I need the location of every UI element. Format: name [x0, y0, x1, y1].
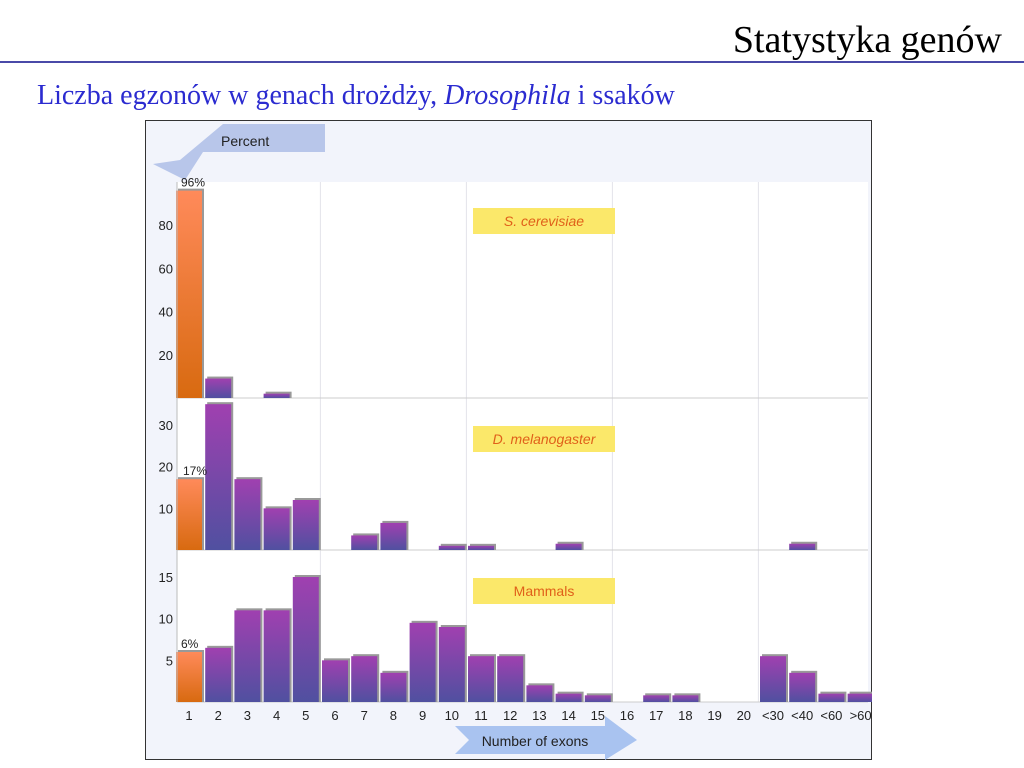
x-tick-label: 2 [215, 708, 222, 723]
species-label: Mammals [514, 583, 575, 599]
x-tick-label: 6 [331, 708, 338, 723]
bar-2-8 [380, 672, 407, 702]
bar-1-8 [380, 522, 407, 550]
x-tick-label: 19 [707, 708, 721, 723]
bar-2-9 [409, 622, 436, 702]
x-tick-label: 1 [185, 708, 192, 723]
x-tick-label: 13 [532, 708, 546, 723]
bar-2-<60 [818, 693, 845, 702]
x-tick-label: 10 [445, 708, 459, 723]
x-tick-label: 14 [561, 708, 575, 723]
bar-2->60 [847, 693, 872, 702]
x-tick-label: <40 [791, 708, 813, 723]
bar-2-13 [526, 685, 553, 702]
x-tick-label: 16 [620, 708, 634, 723]
y-tick-label: 60 [159, 261, 173, 276]
first-bar-label: 96% [181, 176, 205, 190]
subtitle-italic: Drosophila [444, 80, 571, 111]
subtitle-text: Liczba egzonów w genach drożdży, [37, 80, 445, 111]
bar-1-2 [205, 404, 232, 550]
bar-1-<40 [789, 543, 816, 550]
x-axis-label: Number of exons [482, 733, 589, 749]
bar-2-6 [322, 660, 348, 702]
bar-1-5 [292, 500, 319, 550]
subtitle-text-end: i ssaków [570, 80, 675, 111]
percent-arrow-icon [153, 124, 325, 180]
y-tick-label: 30 [159, 418, 173, 433]
bar-1-14 [555, 543, 582, 550]
x-tick-label: 11 [474, 708, 488, 723]
y-tick-label: 10 [159, 501, 173, 516]
bar-1-7 [351, 535, 378, 550]
bar-1-1 [176, 479, 202, 550]
slide-title: Statystyka genów [732, 19, 1002, 61]
x-tick-label: 20 [737, 708, 751, 723]
x-tick-label: 17 [649, 708, 663, 723]
bar-2-11 [468, 656, 494, 702]
bar-0-2 [205, 378, 232, 398]
bar-2-<40 [789, 672, 816, 702]
bar-1-11 [468, 545, 494, 550]
y-axis-label: Percent [221, 133, 269, 149]
bar-2-3 [234, 610, 261, 702]
bar-1-4 [263, 508, 290, 550]
y-tick-label: 20 [159, 348, 173, 363]
x-tick-label: 3 [244, 708, 251, 723]
exons-arrow-icon [455, 716, 637, 760]
bar-2-1 [176, 652, 202, 702]
species-label-box [473, 208, 615, 234]
bar-2-18 [672, 695, 699, 702]
bar-2-14 [555, 693, 582, 702]
x-tick-label: >60 [850, 708, 872, 723]
bar-0-4 [263, 393, 290, 398]
x-tick-label: 12 [503, 708, 517, 723]
bar-2-5 [292, 577, 319, 702]
first-bar-label: 17% [183, 464, 207, 478]
bar-2-15 [584, 695, 611, 702]
slide-subtitle: Liczba egzonów w genach drożdży, Drosoph… [37, 80, 675, 112]
title-divider [0, 61, 1024, 63]
x-tick-label: 18 [678, 708, 692, 723]
bar-2-7 [351, 656, 378, 702]
x-tick-label: 7 [361, 708, 368, 723]
bar-2-10 [438, 627, 465, 702]
y-tick-label: 20 [159, 460, 173, 475]
y-tick-label: 80 [159, 218, 173, 233]
bar-2-4 [263, 610, 290, 702]
bar-1-3 [234, 479, 261, 550]
y-tick-label: 40 [159, 305, 173, 320]
y-tick-label: 10 [159, 612, 173, 627]
species-label: S. cerevisiae [504, 213, 584, 229]
x-tick-label: 8 [390, 708, 397, 723]
bar-2-<30 [760, 656, 786, 702]
species-label: D. melanogaster [493, 431, 597, 447]
species-label-box [473, 578, 615, 604]
y-tick-label: 15 [159, 570, 173, 585]
bar-1-10 [438, 545, 465, 550]
bar-2-12 [497, 656, 524, 702]
x-tick-label: <60 [820, 708, 842, 723]
y-tick-label: 5 [166, 653, 173, 668]
x-tick-label: 15 [591, 708, 605, 723]
bar-2-17 [643, 695, 670, 702]
x-tick-label: 9 [419, 708, 426, 723]
bar-0-1 [176, 190, 202, 398]
x-tick-label: 4 [273, 708, 280, 723]
x-tick-label: 5 [302, 708, 309, 723]
bar-2-2 [205, 647, 232, 702]
first-bar-label: 6% [181, 637, 199, 651]
species-label-box [473, 426, 615, 452]
x-tick-label: <30 [762, 708, 784, 723]
